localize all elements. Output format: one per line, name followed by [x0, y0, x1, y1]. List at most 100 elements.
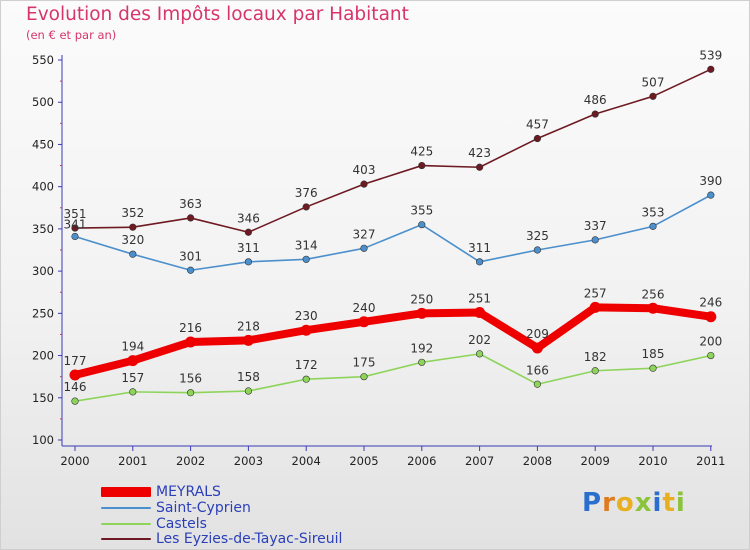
legend-swatch: [101, 487, 151, 497]
y-tick-label: 150: [32, 391, 54, 405]
data-point: [244, 387, 252, 395]
data-point: [358, 316, 370, 328]
data-point: [476, 350, 484, 358]
data-label: 301: [179, 249, 202, 263]
data-label: 251: [468, 291, 491, 305]
data-point: [418, 161, 426, 170]
y-tick-label: 100: [32, 433, 54, 447]
data-point: [69, 369, 81, 381]
series-line: [74, 353, 712, 402]
data-label: 376: [295, 186, 318, 200]
data-point: [416, 307, 428, 319]
y-tick-label: 400: [32, 180, 54, 194]
x-tick-label: 2006: [407, 454, 436, 468]
data-point: [300, 324, 312, 336]
data-label: 353: [642, 205, 665, 219]
data-label: 346: [237, 211, 260, 225]
data-point: [647, 302, 659, 314]
data-label: 457: [526, 118, 549, 132]
data-point: [474, 306, 486, 318]
legend-swatch: [101, 538, 151, 540]
data-point: [707, 351, 715, 360]
data-point: [302, 255, 310, 263]
data-label: 355: [410, 204, 433, 218]
data-point: [649, 92, 657, 100]
data-label: 185: [642, 347, 665, 361]
data-point: [591, 110, 599, 118]
logo-letter: x: [634, 488, 653, 518]
y-tick-label: 250: [32, 306, 54, 320]
data-label: 423: [468, 146, 491, 160]
chart-subtitle: (en € et par an): [26, 28, 117, 42]
data-label: 156: [179, 372, 202, 386]
data-point: [649, 364, 657, 372]
data-point: [71, 224, 79, 232]
legend-label: Les Eyzies-de-Tayac-Sireuil: [156, 531, 343, 547]
data-label: 177: [64, 354, 87, 368]
legend-swatch: [101, 523, 151, 525]
data-point: [360, 373, 368, 381]
data-point: [187, 389, 195, 397]
series-line: [74, 68, 712, 234]
data-point: [302, 203, 310, 211]
logo-letter: i: [675, 488, 686, 518]
data-point: [242, 334, 254, 346]
x-tick-label: 2003: [234, 454, 263, 468]
data-label: 314: [295, 238, 318, 252]
data-label: 403: [353, 163, 376, 177]
data-point: [533, 380, 542, 388]
data-point: [533, 134, 542, 143]
data-point: [129, 250, 137, 258]
data-point: [244, 228, 252, 236]
data-point: [591, 236, 599, 244]
data-label: 209: [526, 327, 549, 341]
data-label: 194: [121, 340, 144, 354]
data-label: 311: [468, 241, 491, 255]
data-point: [187, 266, 195, 274]
data-point: [71, 397, 79, 405]
logo-letter: P: [582, 488, 603, 518]
y-tick-label: 300: [32, 264, 54, 278]
data-point: [185, 336, 197, 348]
data-point: [707, 191, 715, 199]
data-point: [71, 232, 79, 241]
data-point: [187, 214, 195, 222]
series-line: [71, 303, 715, 379]
data-point: [129, 388, 137, 396]
data-label: 182: [584, 350, 607, 364]
y-tick-label: 350: [32, 222, 54, 236]
y-tick-label: 200: [32, 349, 54, 363]
legend-label: Castels: [156, 516, 207, 532]
data-label: 200: [699, 335, 722, 349]
data-point: [589, 301, 601, 313]
x-tick-label: 2005: [349, 454, 378, 468]
y-tick-label: 450: [32, 137, 54, 151]
data-label: 158: [237, 370, 260, 384]
data-point: [531, 342, 543, 354]
legend-label: MEYRALS: [156, 484, 221, 500]
data-label: 218: [237, 319, 260, 333]
y-tick-label: 500: [32, 95, 54, 109]
data-point: [533, 246, 542, 254]
data-point: [244, 258, 252, 266]
data-label: 157: [121, 371, 144, 385]
data-label: 240: [353, 301, 376, 315]
data-label: 146: [64, 380, 87, 394]
data-label: 172: [295, 358, 318, 372]
data-point: [707, 65, 715, 73]
data-point: [302, 375, 310, 383]
data-label: 202: [468, 333, 491, 347]
data-label: 539: [699, 48, 722, 62]
data-point: [476, 163, 484, 171]
series-line: [74, 194, 712, 272]
data-label: 320: [121, 233, 144, 247]
data-point: [649, 222, 657, 230]
x-tick-label: 2000: [60, 454, 89, 468]
data-point: [127, 355, 139, 367]
y-tick-label: 550: [32, 53, 54, 67]
x-tick-label: 2010: [638, 454, 667, 468]
data-label: 192: [410, 341, 433, 355]
proxiti-logo: Proxiti: [582, 488, 686, 518]
data-label: 230: [295, 309, 318, 323]
